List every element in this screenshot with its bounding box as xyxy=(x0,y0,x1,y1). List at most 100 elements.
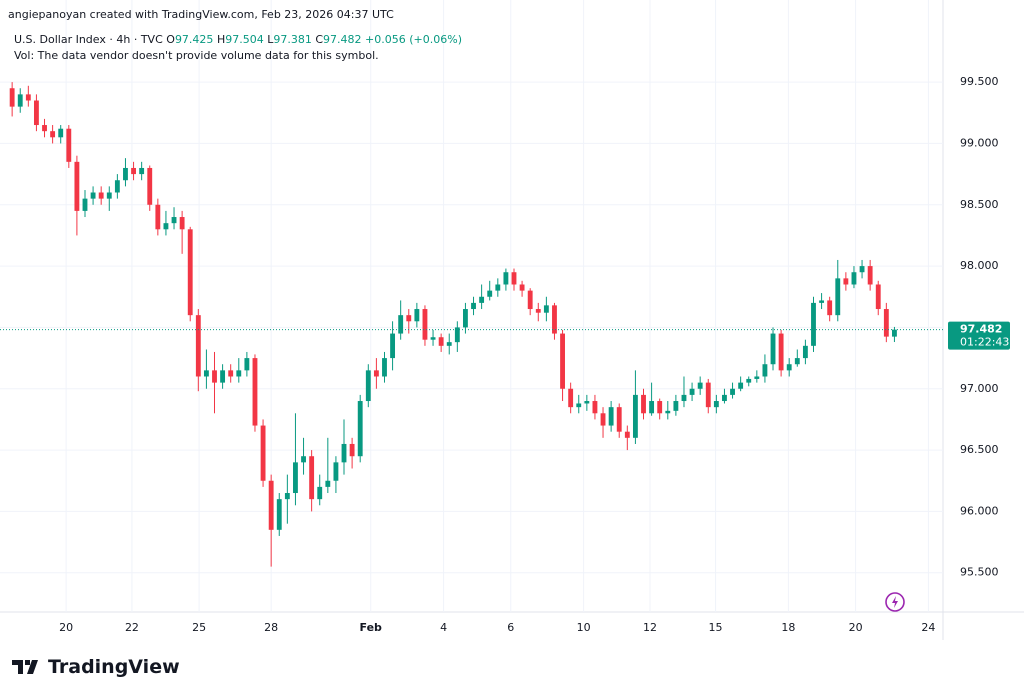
candle-body xyxy=(187,229,193,316)
candle-body xyxy=(293,462,298,494)
candle-body xyxy=(632,394,638,438)
candle-body xyxy=(382,358,387,377)
candle-body xyxy=(236,370,242,377)
candle-body xyxy=(527,290,533,310)
candle-body xyxy=(123,167,128,181)
x-tick-label: Feb xyxy=(360,621,383,634)
candle-body xyxy=(82,198,88,211)
candle-body xyxy=(276,499,282,530)
y-tick-label: 96.500 xyxy=(960,443,999,456)
logo: TradingView xyxy=(12,656,180,678)
o-val: 97.425 xyxy=(174,33,214,46)
candle-body xyxy=(114,180,120,193)
candle-body xyxy=(220,370,226,383)
grid xyxy=(0,0,943,612)
candle-body xyxy=(25,94,31,101)
candle-body xyxy=(171,217,177,224)
l-val: 97.381 xyxy=(273,33,312,46)
candle-body xyxy=(552,305,557,334)
logo-icon xyxy=(12,660,38,674)
candle-body xyxy=(746,378,752,383)
candle-body xyxy=(446,342,452,346)
candle-body xyxy=(139,167,145,175)
candle-body xyxy=(17,94,23,107)
change: +0.056 (+0.06%) xyxy=(365,33,462,46)
candle-body xyxy=(74,161,80,211)
candle-body xyxy=(365,370,371,402)
y-tick-label: 97.000 xyxy=(960,382,999,395)
x-tick-label: 10 xyxy=(577,621,591,634)
countdown: 01:22:43 xyxy=(960,336,1009,349)
candle-body xyxy=(681,394,687,402)
attribution: angiepanoyan created with TradingView.co… xyxy=(8,8,394,21)
candle-body xyxy=(657,401,663,414)
candle-body xyxy=(260,425,266,481)
candle-body xyxy=(179,217,185,230)
candle-body xyxy=(649,401,655,414)
h-val: 97.504 xyxy=(225,33,264,46)
candle-body xyxy=(722,394,727,402)
candle-body xyxy=(252,358,258,426)
symbol: U.S. Dollar Index · 4h · TVC xyxy=(14,33,163,46)
candle-body xyxy=(163,223,169,230)
candle-body xyxy=(730,388,735,395)
candle-body xyxy=(268,480,274,530)
candle-body xyxy=(665,410,671,414)
candle-body xyxy=(713,401,719,408)
candle-body xyxy=(811,302,816,346)
candle-body xyxy=(600,413,606,426)
x-tick-label: 20 xyxy=(849,621,863,634)
candle-body xyxy=(762,364,768,377)
candle-body xyxy=(454,327,460,343)
candle-body xyxy=(50,131,56,138)
candle-body xyxy=(843,278,849,285)
candle-body xyxy=(106,192,112,199)
x-tick-label: 4 xyxy=(440,621,447,634)
candle-body xyxy=(203,370,209,377)
candle-body xyxy=(851,272,857,285)
y-tick-label: 95.500 xyxy=(960,566,999,579)
candle-body xyxy=(827,300,833,316)
candle-body xyxy=(98,192,104,199)
o-key: O xyxy=(166,33,175,46)
candle-body xyxy=(479,296,485,303)
brand: TradingView xyxy=(48,656,180,678)
c-key: C xyxy=(315,33,324,46)
y-tick-label: 98.000 xyxy=(960,259,999,272)
last-price-box xyxy=(948,321,1010,350)
candle-body xyxy=(689,388,695,395)
last-price-label: 97.482 xyxy=(960,323,1002,336)
x-tick-label: 24 xyxy=(921,621,935,634)
candle-body xyxy=(42,125,47,132)
candle-body xyxy=(414,309,420,322)
candle-body xyxy=(373,370,379,377)
candle-body xyxy=(802,345,808,359)
y-tick-label: 96.000 xyxy=(960,504,999,517)
l-key: L xyxy=(267,33,274,46)
candle-body xyxy=(786,364,792,371)
chart: 95.500 96.000 96.500 97.000 97.500 98.000 98.5… xyxy=(0,0,1024,640)
candle-body xyxy=(560,333,565,389)
candle-body xyxy=(131,167,136,175)
candle-body xyxy=(835,278,841,316)
candle-body xyxy=(641,394,646,414)
candle-body xyxy=(463,309,468,328)
candle-body xyxy=(341,443,347,463)
candle-body xyxy=(349,443,355,457)
candle-body xyxy=(398,315,404,334)
candle-body xyxy=(576,403,582,408)
candle-body xyxy=(90,192,96,199)
candle-body xyxy=(66,128,72,162)
candle-body xyxy=(794,358,800,365)
h-key: H xyxy=(216,33,226,46)
candle-body xyxy=(892,329,897,337)
candle-body xyxy=(301,456,306,463)
x-tick-label: 25 xyxy=(192,621,206,634)
y-tick-label: 99.000 xyxy=(960,136,999,149)
x-tick-label: 20 xyxy=(59,621,73,634)
candle-body xyxy=(430,337,436,340)
candle-body xyxy=(673,401,679,411)
candle-body xyxy=(705,382,711,408)
volume-note: Vol: The data vendor doesn't provide vol… xyxy=(14,49,379,62)
